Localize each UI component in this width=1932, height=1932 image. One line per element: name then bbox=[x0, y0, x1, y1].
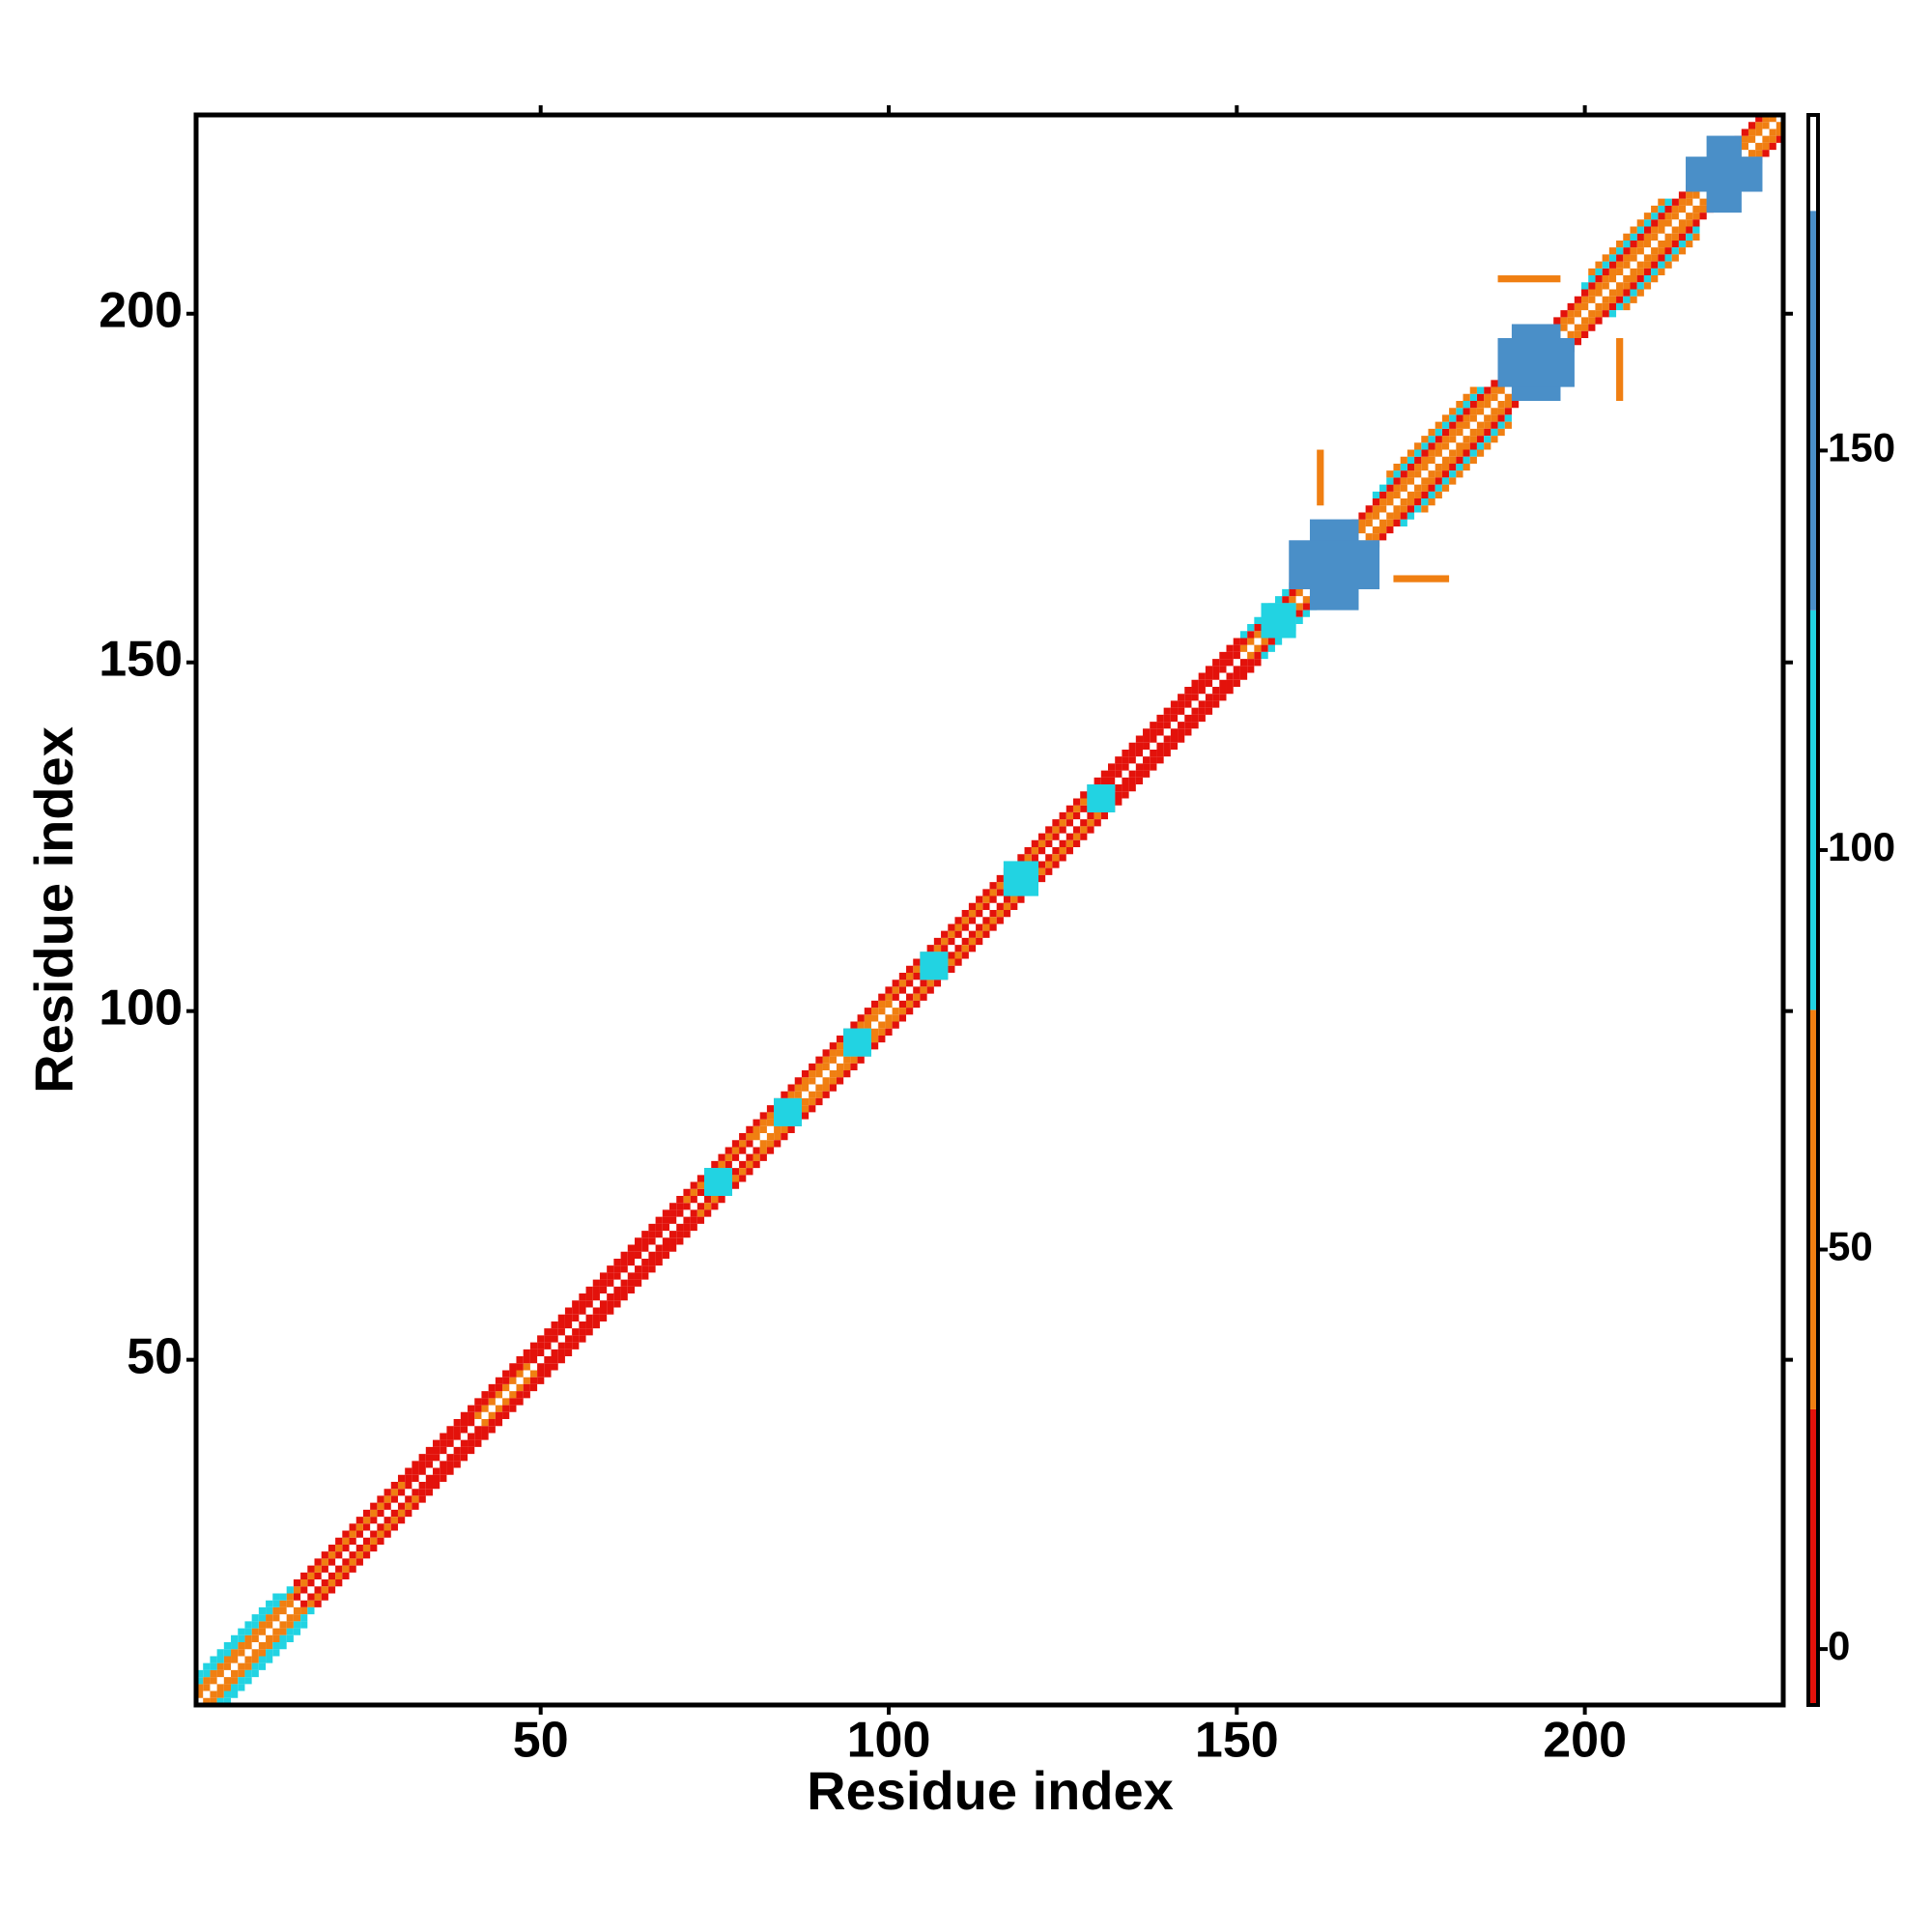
contact-run bbox=[1386, 386, 1477, 478]
colorbar-tick-label: 0 bbox=[1828, 1623, 1850, 1668]
plot-frame bbox=[193, 112, 1786, 1708]
colorbar-segment bbox=[1808, 1009, 1818, 1409]
y-tick-label: 50 bbox=[127, 1328, 183, 1384]
contact-patch-mirror bbox=[1087, 784, 1116, 812]
contact-patch-mirror bbox=[1497, 338, 1575, 387]
contact-run-mirror bbox=[216, 1606, 315, 1705]
contact-patch-mirror bbox=[1616, 338, 1624, 401]
contact-run-mirror bbox=[1608, 226, 1700, 318]
contact-run-mirror bbox=[1623, 233, 1700, 311]
contact-patch bbox=[1497, 275, 1561, 283]
colorbar-segment bbox=[1808, 115, 1818, 212]
colorbar-frame bbox=[1806, 113, 1820, 1707]
contact-run-mirror bbox=[1421, 421, 1512, 513]
colorbar-segment bbox=[1808, 211, 1818, 611]
contact-patch-mirror bbox=[1686, 156, 1763, 192]
y-tick-label: 200 bbox=[99, 282, 183, 338]
contact-patch-mirror bbox=[774, 1097, 802, 1126]
contact-patch-mirror bbox=[1289, 540, 1380, 589]
contact-run-mirror bbox=[300, 1426, 482, 1607]
contact-run bbox=[1588, 198, 1665, 276]
colorbar-segment bbox=[1808, 610, 1818, 1010]
colorbar-tick-label: 150 bbox=[1828, 424, 1895, 469]
contact-run-mirror bbox=[203, 1606, 301, 1705]
contact-patch-mirror bbox=[1317, 449, 1324, 506]
contact-run bbox=[196, 1593, 280, 1678]
colorbar-tick-label: 50 bbox=[1828, 1224, 1873, 1269]
contact-patch-mirror bbox=[704, 1168, 732, 1196]
x-tick-label: 50 bbox=[513, 1713, 569, 1769]
y-tick-label: 100 bbox=[99, 980, 183, 1036]
y-tick-label: 150 bbox=[99, 631, 183, 687]
x-tick-label: 200 bbox=[1543, 1713, 1627, 1769]
contact-run bbox=[1581, 198, 1672, 290]
contact-run bbox=[293, 638, 1240, 1587]
contact-run-mirror bbox=[210, 1495, 419, 1705]
colorbar-tick-label: 100 bbox=[1828, 824, 1895, 869]
contact-patch bbox=[1393, 575, 1450, 582]
y-axis-title: Residue index bbox=[23, 726, 84, 1094]
x-tick-label: 100 bbox=[847, 1713, 931, 1769]
contact-patch-mirror bbox=[920, 952, 949, 980]
contact-patch-mirror bbox=[1261, 603, 1296, 639]
contact-patch-mirror bbox=[1003, 861, 1038, 896]
contact-run-mirror bbox=[223, 1621, 308, 1705]
contact-run-mirror bbox=[314, 659, 1262, 1607]
x-tick-label: 150 bbox=[1195, 1713, 1279, 1769]
contact-patch-mirror bbox=[843, 1028, 871, 1057]
x-axis-title: Residue index bbox=[807, 1760, 1174, 1821]
contact-run bbox=[196, 1586, 294, 1685]
colorbar-segment bbox=[1808, 1408, 1818, 1705]
